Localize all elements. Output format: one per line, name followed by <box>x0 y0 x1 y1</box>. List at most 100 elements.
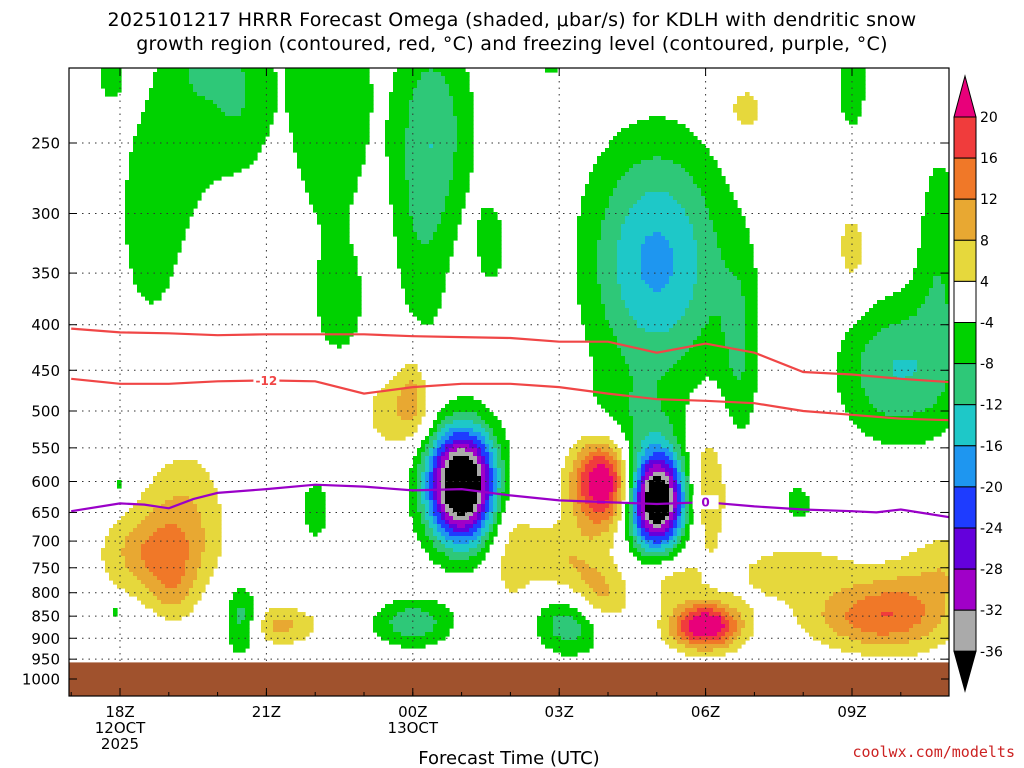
omega-cell <box>497 508 502 513</box>
omega-cell <box>477 252 502 257</box>
omega-cell <box>409 480 418 485</box>
omega-cell <box>617 180 694 185</box>
omega-cell <box>321 236 350 241</box>
omega-cell <box>393 204 410 209</box>
omega-cell <box>133 136 266 141</box>
omega-cell <box>489 496 494 501</box>
omega-cell <box>621 488 626 493</box>
omega-cell <box>433 432 438 437</box>
omega-cell <box>145 108 222 113</box>
omega-cell <box>629 484 634 489</box>
omega-cell <box>689 172 722 177</box>
omega-cell <box>925 196 949 201</box>
omega-cell <box>865 392 942 397</box>
omega-cell <box>593 468 610 473</box>
omega-cell <box>725 332 746 337</box>
omega-cell <box>577 636 594 641</box>
omega-cell <box>481 512 486 517</box>
omega-cell <box>733 108 758 113</box>
omega-cell <box>685 168 722 173</box>
omega-cell <box>405 364 418 369</box>
omega-cell <box>157 596 186 601</box>
omega-cell <box>945 592 949 597</box>
omega-cell <box>381 636 446 641</box>
omega-cell <box>445 500 478 505</box>
omega-cell <box>481 268 498 273</box>
omega-cell <box>221 108 242 113</box>
omega-cell <box>101 556 126 561</box>
omega-cell <box>449 504 474 509</box>
omega-cell <box>477 412 494 417</box>
omega-cell <box>317 276 362 281</box>
omega-cell <box>673 572 702 577</box>
omega-cell <box>445 504 450 509</box>
omega-cell <box>721 320 746 325</box>
omega-cell <box>629 496 634 501</box>
omega-cell <box>569 488 578 493</box>
omega-cell <box>929 632 949 637</box>
omega-cell <box>617 256 642 261</box>
omega-cell <box>653 452 666 457</box>
omega-cell <box>929 188 949 193</box>
omega-cell <box>605 580 626 585</box>
omega-cell <box>593 368 630 373</box>
omega-cell <box>621 288 654 293</box>
omega-cell <box>669 508 674 513</box>
omega-cell <box>641 492 646 497</box>
omega-cell <box>129 252 178 257</box>
omega-cell <box>701 464 722 469</box>
omega-cell <box>117 484 122 489</box>
omega-cell <box>649 484 670 489</box>
omega-cell <box>197 504 222 509</box>
omega-cell <box>697 240 718 245</box>
omega-cell <box>745 316 758 321</box>
omega-cell <box>581 572 602 577</box>
omega-cell <box>701 328 722 333</box>
omega-cell <box>393 224 414 229</box>
omega-cell <box>665 460 674 465</box>
omega-cell <box>505 476 510 481</box>
omega-cell <box>665 468 674 473</box>
omega-cell <box>481 532 486 537</box>
omega-cell <box>573 508 582 513</box>
omega-cell <box>309 200 354 205</box>
omega-cell <box>401 416 414 421</box>
omega-cell <box>445 416 482 421</box>
omega-cell <box>637 504 642 509</box>
omega-cell <box>617 244 642 249</box>
omega-cell <box>473 440 482 445</box>
omega-cell <box>437 436 442 441</box>
omega-cell <box>629 312 686 317</box>
omega-cell <box>901 288 930 293</box>
omega-cell <box>557 520 578 525</box>
pressure-axis: 2503003504004505005506006507007508008509… <box>22 135 949 689</box>
omega-cell <box>597 280 618 285</box>
omega-cell <box>637 512 642 517</box>
omega-cell <box>641 520 646 525</box>
omega-cell <box>677 536 682 541</box>
omega-cell <box>577 472 582 477</box>
omega-cell <box>709 208 742 213</box>
omega-cell <box>913 268 949 273</box>
omega-cell <box>697 252 722 257</box>
omega-cell <box>745 360 758 365</box>
omega-cell <box>425 512 430 517</box>
omega-cell <box>485 524 490 529</box>
omega-cell <box>621 224 694 229</box>
omega-cell <box>453 176 470 181</box>
omega-cell <box>473 508 478 513</box>
omega-cell <box>285 96 374 101</box>
omega-cell <box>629 472 634 477</box>
omega-cell <box>313 532 318 537</box>
omega-cell <box>941 280 949 285</box>
x-tick-label: 12OCT <box>95 719 146 737</box>
omega-cell <box>721 392 754 397</box>
omega-cell <box>849 328 882 333</box>
omega-cell <box>449 512 458 517</box>
omega-cell <box>689 508 694 513</box>
omega-cell <box>633 472 638 477</box>
omega-cell <box>133 280 170 285</box>
omega-cell <box>677 200 706 205</box>
omega-cell <box>297 156 366 161</box>
omega-cell <box>393 228 414 233</box>
